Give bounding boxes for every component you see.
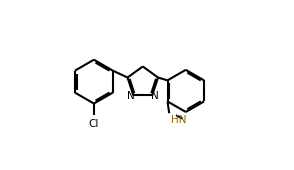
Text: N: N <box>151 91 158 101</box>
Text: Cl: Cl <box>89 119 99 129</box>
Text: N: N <box>127 91 135 101</box>
Text: HN: HN <box>171 115 186 125</box>
